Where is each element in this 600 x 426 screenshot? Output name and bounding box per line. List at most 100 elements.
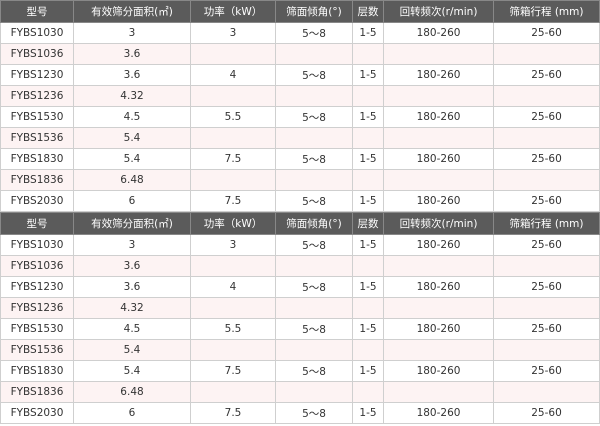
table-cell: 25-60	[493, 148, 600, 170]
table-cell	[493, 339, 600, 361]
column-header: 筛面倾角(°)	[275, 212, 353, 235]
table-cell	[190, 381, 276, 403]
table-cell: 3	[73, 22, 191, 44]
table-cell: 5～8	[275, 190, 353, 212]
table-cell: 25-60	[493, 190, 600, 212]
table-cell: FYBS1036	[0, 255, 74, 277]
column-header: 筛箱行程 (mm)	[493, 212, 600, 235]
table-cell	[275, 297, 353, 319]
table-cell: 3.6	[73, 64, 191, 86]
header-row: 型号 有效筛分面积(㎡) 功率（kW） 筛面倾角(°) 层数 回转频次(r/min) 筛箱行…	[0, 212, 600, 235]
table-cell: FYBS1036	[0, 43, 74, 65]
table-cell	[383, 127, 494, 149]
table-cell: 6.48	[73, 169, 191, 191]
column-header: 功率（kW）	[190, 212, 276, 235]
table-cell: FYBS1030	[0, 22, 74, 44]
table-cell: 3.6	[73, 276, 191, 298]
table-cell	[493, 43, 600, 65]
table-cell	[493, 381, 600, 403]
table-cell	[352, 85, 384, 107]
table-cell: FYBS2030	[0, 402, 74, 424]
table-cell: 4.5	[73, 106, 191, 128]
table-cell: 5～8	[275, 234, 353, 256]
table-row: FYBS1530 4.5 5.5 5～8 1-5 180-260 25-60	[0, 318, 600, 340]
table-cell: 5～8	[275, 64, 353, 86]
column-header: 层数	[352, 212, 384, 235]
table-cell: FYBS1830	[0, 148, 74, 170]
table-cell: 3.6	[73, 43, 191, 65]
column-header: 筛面倾角(°)	[275, 0, 353, 23]
table-cell: 5.5	[190, 106, 276, 128]
table-cell: 3	[73, 234, 191, 256]
table-cell: 1-5	[352, 148, 384, 170]
table-row: FYBS2030 6 7.5 5～8 1-5 180-260 25-60	[0, 190, 600, 212]
table-cell	[190, 169, 276, 191]
column-header: 有效筛分面积(㎡)	[73, 0, 191, 23]
column-header: 层数	[352, 0, 384, 23]
table-cell	[383, 339, 494, 361]
table-cell: 180-260	[383, 360, 494, 382]
table-cell	[493, 169, 600, 191]
table-cell: FYBS1536	[0, 339, 74, 361]
table-cell	[352, 255, 384, 277]
table-cell	[190, 297, 276, 319]
table-cell: 180-260	[383, 64, 494, 86]
table-cell	[493, 255, 600, 277]
table-row: FYBS1536 5.4	[0, 339, 600, 361]
table-row: FYBS1230 3.6 4 5～8 1-5 180-260 25-60	[0, 64, 600, 86]
table-row: FYBS1830 5.4 7.5 5～8 1-5 180-260 25-60	[0, 360, 600, 382]
table-cell: 4	[190, 64, 276, 86]
table-cell: 5～8	[275, 106, 353, 128]
table-cell	[275, 381, 353, 403]
column-header: 回转频次(r/min)	[383, 0, 494, 23]
table-cell: FYBS1236	[0, 85, 74, 107]
table-row: FYBS1030 3 3 5～8 1-5 180-260 25-60	[0, 22, 600, 44]
table-cell: FYBS1030	[0, 234, 74, 256]
table-cell: FYBS1530	[0, 106, 74, 128]
table-cell	[190, 255, 276, 277]
table-cell: 4.32	[73, 85, 191, 107]
table-row: FYBS1836 6.48	[0, 381, 600, 403]
column-header: 型号	[0, 0, 74, 23]
table-cell	[383, 297, 494, 319]
table-cell	[352, 297, 384, 319]
table-cell: FYBS1536	[0, 127, 74, 149]
table-row: FYBS2030 6 7.5 5～8 1-5 180-260 25-60	[0, 402, 600, 424]
table-cell: 25-60	[493, 106, 600, 128]
table-cell: 180-260	[383, 318, 494, 340]
table-cell: 25-60	[493, 276, 600, 298]
table-cell: 5～8	[275, 148, 353, 170]
table-row: FYBS1530 4.5 5.5 5～8 1-5 180-260 25-60	[0, 106, 600, 128]
table-cell: 5.4	[73, 127, 191, 149]
table-cell: 1-5	[352, 402, 384, 424]
table-cell: FYBS1530	[0, 318, 74, 340]
table-cell: 5.5	[190, 318, 276, 340]
table-cell: FYBS1836	[0, 381, 74, 403]
table-row: FYBS1230 3.6 4 5～8 1-5 180-260 25-60	[0, 276, 600, 298]
table-cell: 25-60	[493, 402, 600, 424]
table-cell: FYBS1836	[0, 169, 74, 191]
table-cell: 1-5	[352, 106, 384, 128]
table-cell: 180-260	[383, 148, 494, 170]
table-cell: FYBS1830	[0, 360, 74, 382]
table-cell: 5～8	[275, 360, 353, 382]
table-cell	[383, 255, 494, 277]
table-cell: 3.6	[73, 255, 191, 277]
table-cell: 180-260	[383, 234, 494, 256]
table-cell	[352, 43, 384, 65]
table-cell	[275, 339, 353, 361]
table-cell	[383, 381, 494, 403]
table-row: FYBS1236 4.32	[0, 85, 600, 107]
table-cell: 1-5	[352, 318, 384, 340]
table-cell: 5～8	[275, 22, 353, 44]
table-cell: FYBS2030	[0, 190, 74, 212]
table-cell: 7.5	[190, 190, 276, 212]
table-row: FYBS1836 6.48	[0, 169, 600, 191]
table-cell	[493, 85, 600, 107]
table-cell	[275, 85, 353, 107]
table-cell: 1-5	[352, 190, 384, 212]
table-cell: 7.5	[190, 402, 276, 424]
table-cell	[190, 85, 276, 107]
table-cell	[493, 127, 600, 149]
table-cell	[383, 43, 494, 65]
